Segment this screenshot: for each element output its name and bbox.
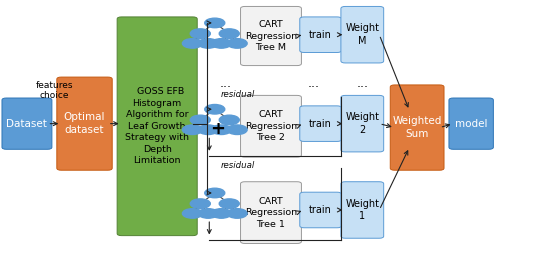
FancyBboxPatch shape	[341, 7, 384, 63]
Text: CART
Regression
Tree 1: CART Regression Tree 1	[245, 197, 297, 229]
Text: Weight
1: Weight 1	[345, 199, 379, 221]
FancyBboxPatch shape	[240, 182, 301, 244]
Text: +: +	[210, 120, 225, 138]
Circle shape	[183, 125, 202, 134]
Text: Weight
2: Weight 2	[345, 112, 379, 135]
Text: GOSS EFB
Histogram
Algorithm for
Leaf Growth
Strategy with
Depth
Limitation: GOSS EFB Histogram Algorithm for Leaf Gr…	[125, 87, 189, 165]
Text: features
choice: features choice	[36, 81, 73, 100]
Text: ...: ...	[357, 77, 369, 90]
FancyBboxPatch shape	[300, 17, 342, 53]
FancyBboxPatch shape	[117, 17, 197, 236]
Circle shape	[211, 125, 232, 134]
FancyBboxPatch shape	[341, 182, 384, 238]
Circle shape	[219, 199, 239, 208]
FancyBboxPatch shape	[240, 7, 301, 65]
Text: train: train	[309, 205, 332, 215]
FancyBboxPatch shape	[2, 98, 52, 149]
Text: residual: residual	[220, 90, 255, 99]
Circle shape	[190, 115, 210, 125]
Circle shape	[205, 18, 225, 28]
Circle shape	[198, 39, 218, 48]
FancyBboxPatch shape	[300, 106, 342, 141]
Circle shape	[227, 125, 247, 134]
Circle shape	[205, 188, 225, 198]
Text: residual: residual	[220, 161, 255, 170]
Text: Weight
M: Weight M	[345, 23, 379, 46]
Text: train: train	[309, 119, 332, 129]
Circle shape	[183, 209, 202, 218]
Text: train: train	[309, 30, 332, 40]
Text: ...: ...	[307, 77, 320, 90]
Circle shape	[198, 125, 218, 134]
Circle shape	[227, 39, 247, 48]
FancyBboxPatch shape	[57, 77, 112, 170]
Text: Optimal
dataset: Optimal dataset	[64, 112, 105, 135]
Circle shape	[190, 199, 210, 208]
Circle shape	[219, 115, 239, 125]
Circle shape	[183, 39, 202, 48]
Text: Weighted
Sum: Weighted Sum	[393, 116, 442, 139]
FancyBboxPatch shape	[341, 95, 384, 152]
FancyBboxPatch shape	[300, 192, 342, 228]
Circle shape	[227, 209, 247, 218]
FancyBboxPatch shape	[390, 85, 444, 170]
Circle shape	[219, 29, 239, 38]
Text: ...: ...	[220, 77, 232, 90]
Text: model: model	[455, 119, 487, 129]
Circle shape	[211, 39, 232, 48]
Circle shape	[211, 209, 232, 218]
Circle shape	[190, 29, 210, 38]
FancyBboxPatch shape	[449, 98, 493, 149]
Text: Dataset: Dataset	[7, 119, 47, 129]
Circle shape	[198, 209, 218, 218]
Text: CART
Regression
Tree M: CART Regression Tree M	[245, 20, 297, 52]
Text: CART
Regression
Tree 2: CART Regression Tree 2	[245, 110, 297, 142]
Circle shape	[205, 104, 225, 114]
FancyBboxPatch shape	[240, 95, 301, 157]
